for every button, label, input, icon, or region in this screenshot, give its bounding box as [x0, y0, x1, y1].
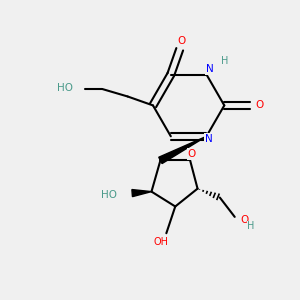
Text: O: O [188, 149, 196, 159]
Text: N: N [205, 134, 213, 144]
Text: N: N [206, 64, 214, 74]
Text: HO: HO [57, 82, 73, 93]
Text: HO: HO [101, 190, 117, 200]
Polygon shape [159, 136, 206, 164]
Text: H: H [220, 56, 228, 66]
Text: H: H [248, 221, 255, 231]
Polygon shape [132, 190, 152, 197]
Text: OH: OH [154, 236, 169, 247]
Text: O: O [240, 215, 248, 225]
Text: O: O [255, 100, 263, 110]
Text: O: O [177, 36, 185, 46]
